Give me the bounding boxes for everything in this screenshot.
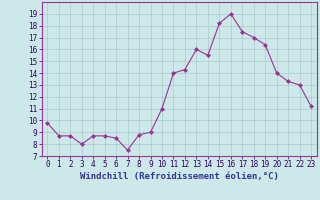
X-axis label: Windchill (Refroidissement éolien,°C): Windchill (Refroidissement éolien,°C) bbox=[80, 172, 279, 181]
